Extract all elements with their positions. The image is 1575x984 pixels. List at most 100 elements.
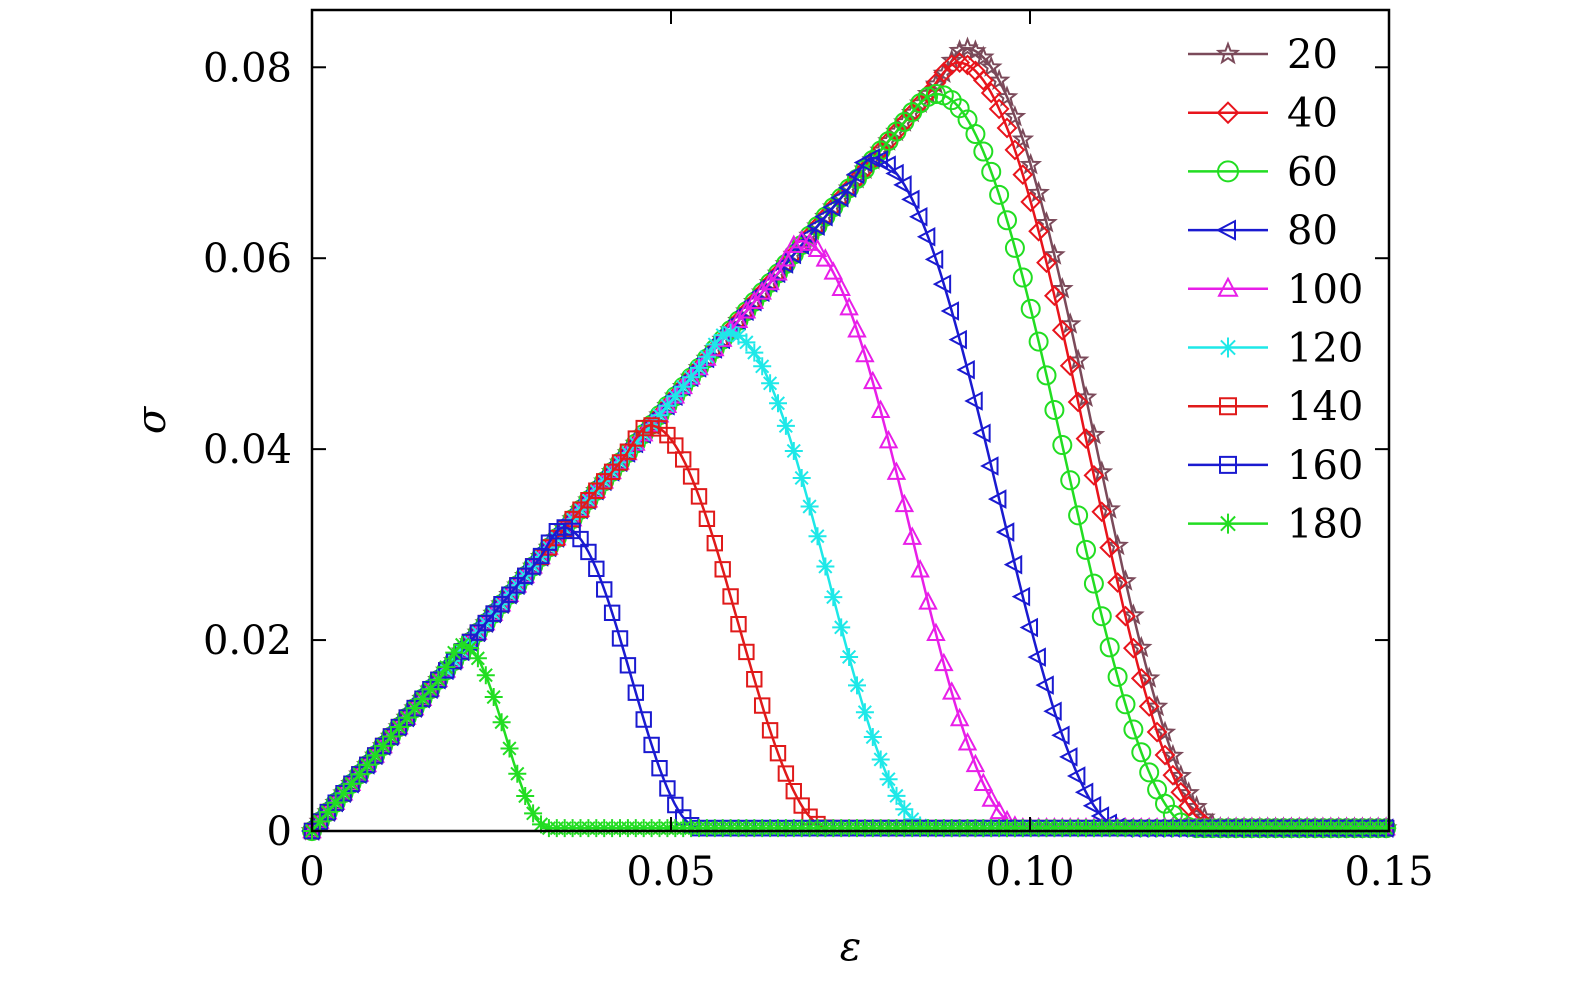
data-point xyxy=(619,657,637,674)
data-point xyxy=(745,343,764,362)
data-point xyxy=(1083,573,1104,594)
data-point xyxy=(445,643,464,662)
legend-marker xyxy=(1218,513,1238,534)
data-point xyxy=(382,727,400,746)
data-point xyxy=(1082,795,1102,816)
data-point xyxy=(735,301,754,321)
data-point xyxy=(350,765,369,784)
data-point xyxy=(956,359,975,380)
data-point xyxy=(485,605,502,622)
data-point xyxy=(768,262,788,281)
data-point xyxy=(831,277,851,296)
data-point xyxy=(580,492,597,509)
data-point xyxy=(1012,164,1034,186)
data-point xyxy=(1170,781,1192,803)
data-point xyxy=(580,543,597,561)
data-point xyxy=(667,796,684,814)
data-point xyxy=(516,787,535,805)
data-point xyxy=(886,461,907,480)
series-line-60 xyxy=(311,92,1389,832)
data-point xyxy=(814,206,833,227)
legend-item-120: 120 xyxy=(1188,326,1363,372)
data-point xyxy=(769,394,787,413)
data-point xyxy=(988,98,1010,120)
data-point xyxy=(995,522,1015,542)
data-point xyxy=(926,622,946,642)
series-line-20 xyxy=(311,46,1389,832)
data-point xyxy=(918,86,939,107)
data-point xyxy=(596,473,613,490)
data-point xyxy=(800,497,819,516)
series-60 xyxy=(302,84,1397,841)
data-point xyxy=(729,326,748,345)
data-point xyxy=(847,319,867,338)
data-point xyxy=(517,567,534,585)
legend-marker xyxy=(1218,337,1238,358)
data-point xyxy=(524,558,542,575)
data-point xyxy=(611,454,629,471)
data-point xyxy=(746,671,763,688)
data-point xyxy=(839,296,859,316)
data-point xyxy=(697,347,716,366)
data-point xyxy=(995,85,1019,107)
data-point xyxy=(619,443,637,460)
data-point xyxy=(1051,319,1073,341)
data-point xyxy=(659,780,676,797)
data-point xyxy=(705,335,724,354)
data-point xyxy=(972,45,995,68)
data-point xyxy=(869,150,888,170)
data-point xyxy=(1059,747,1078,767)
data-point xyxy=(808,527,827,546)
data-point xyxy=(1019,152,1043,175)
data-point xyxy=(989,800,1009,820)
data-point xyxy=(1107,666,1128,687)
data-point xyxy=(777,765,795,782)
data-point xyxy=(421,680,440,699)
data-point xyxy=(548,522,566,540)
data-point xyxy=(540,534,558,551)
data-point xyxy=(807,238,828,257)
data-point xyxy=(1012,267,1033,288)
data-point xyxy=(429,670,448,689)
data-point xyxy=(910,559,930,578)
data-point xyxy=(940,301,960,321)
data-point xyxy=(1115,605,1136,627)
data-point xyxy=(824,588,843,607)
data-point xyxy=(924,249,944,270)
data-point xyxy=(1067,391,1089,413)
series-180 xyxy=(303,635,1396,840)
data-point xyxy=(635,419,652,437)
data-point xyxy=(1036,365,1057,386)
data-point xyxy=(1020,191,1042,213)
data-point xyxy=(916,227,936,247)
data-point xyxy=(736,300,757,319)
data-point xyxy=(1052,435,1073,456)
data-point xyxy=(1122,603,1145,625)
data-point xyxy=(334,784,353,803)
y-tick-label: 0.08 xyxy=(203,45,292,91)
data-point xyxy=(1068,505,1089,526)
data-point xyxy=(713,326,732,345)
data-point xyxy=(1115,694,1136,715)
data-point xyxy=(798,225,817,246)
legend-item-180: 180 xyxy=(1188,502,1363,548)
data-point xyxy=(941,681,962,700)
legend-label: 40 xyxy=(1287,91,1338,137)
y-axis-label: σ xyxy=(129,405,175,434)
data-point xyxy=(658,396,677,415)
data-point xyxy=(437,658,456,677)
data-point xyxy=(766,263,786,284)
data-point xyxy=(358,755,377,774)
data-point xyxy=(887,786,906,805)
data-point xyxy=(987,489,1007,509)
data-point xyxy=(1027,180,1050,203)
data-point xyxy=(989,184,1010,205)
legend-item-160: 160 xyxy=(1188,443,1363,489)
data-point xyxy=(1043,285,1065,307)
x-tick-label: 0.15 xyxy=(1344,849,1433,895)
data-point xyxy=(508,764,527,783)
data-point xyxy=(524,804,543,823)
legend-item-40: 40 xyxy=(1188,91,1338,137)
data-point xyxy=(303,822,321,840)
